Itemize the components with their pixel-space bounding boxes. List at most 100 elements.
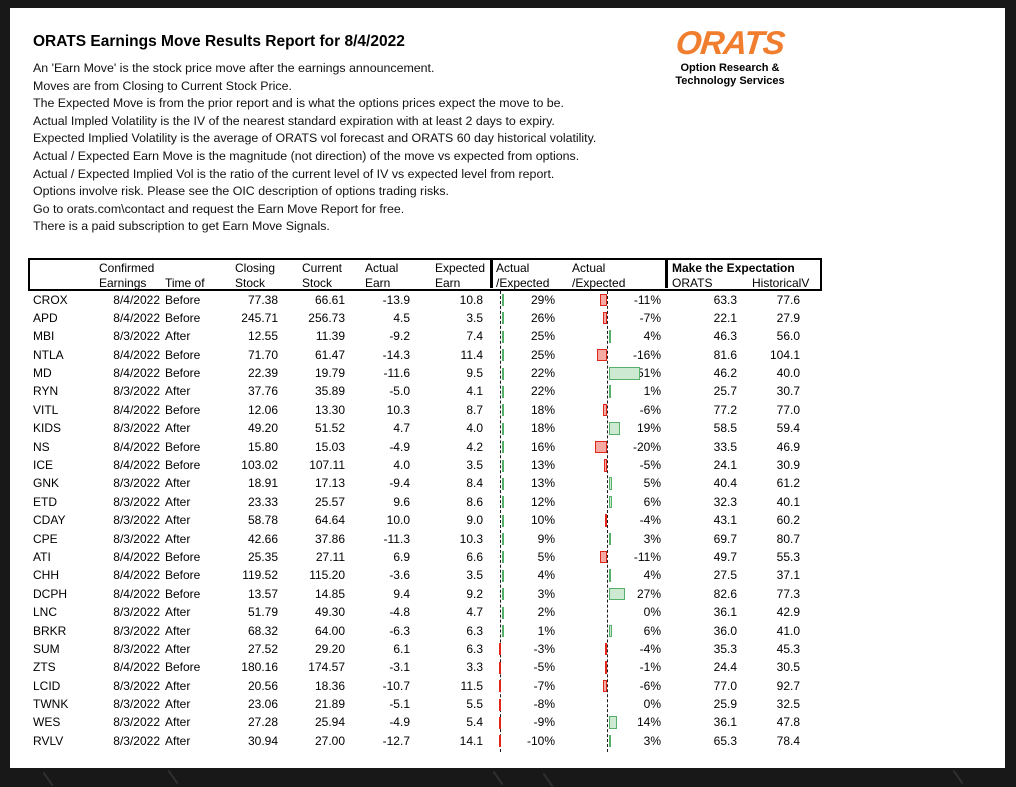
actual-earn-cell: -4.9: [389, 715, 410, 730]
move-sparkline-bar: [501, 606, 504, 619]
orats-cell: 82.6: [713, 586, 737, 601]
orats-logo: ORATS Option Research & Technology Servi…: [665, 24, 795, 88]
table-row: CROX 8/4/2022 Before 77.38 66.61 -13.9 10.8 63.…: [28, 291, 822, 309]
ticker-cell: NS: [33, 439, 50, 454]
expected-earn-cell: 6.3: [466, 623, 483, 638]
time-cell: Before: [165, 568, 201, 583]
expected-earn-cell: 11.5: [460, 678, 483, 693]
move-sparkline-bar: [501, 312, 504, 325]
date-cell: 8/3/2022: [113, 733, 160, 748]
orats-cell: 36.1: [713, 715, 737, 730]
move-vs-expected-cell: 4%: [537, 568, 555, 583]
orats-cell: 32.3: [713, 494, 737, 509]
closing-cell: 68.32: [247, 623, 278, 638]
col-header-current-stock: Stock: [302, 276, 333, 290]
expected-earn-cell: 5.5: [466, 697, 483, 712]
date-cell: 8/4/2022: [113, 458, 160, 473]
description-line: Expected Implied Volatility is the avera…: [33, 131, 597, 146]
historical-cell: 77.0: [776, 402, 800, 417]
col-header-time-of: Time of: [165, 276, 205, 290]
historical-cell: 30.9: [776, 458, 800, 473]
col-header-iv-actual: Actual: [572, 261, 606, 275]
historical-cell: 80.7: [776, 531, 800, 546]
historical-cell: 30.5: [776, 660, 800, 675]
table-row: NTLA 8/4/2022 Before 71.70 61.47 -14.3 11.4 81.…: [28, 346, 822, 364]
iv-sparkline-bar: [608, 734, 612, 748]
ticker-cell: ATI: [33, 549, 51, 564]
time-cell: After: [165, 605, 191, 620]
current-cell: 14.85: [314, 586, 345, 601]
move-sparkline-bar: [498, 716, 501, 729]
orats-cell: 43.1: [713, 513, 737, 528]
date-cell: 8/4/2022: [113, 402, 160, 417]
iv-vs-expected-cell: -11%: [633, 549, 661, 564]
ticker-cell: MBI: [33, 329, 55, 344]
iv-vs-expected-cell: -1%: [639, 660, 661, 675]
move-sparkline-bar: [498, 661, 501, 674]
move-sparkline-bar: [501, 294, 505, 306]
current-cell: 174.57: [308, 660, 345, 675]
current-cell: 25.57: [314, 494, 345, 509]
iv-vs-expected-cell: -20%: [632, 439, 661, 454]
actual-earn-cell: -11.6: [383, 366, 410, 381]
iv-vs-expected-cell: 3%: [643, 531, 661, 546]
ticker-cell: VITL: [33, 402, 59, 417]
move-vs-expected-cell: 1%: [537, 623, 555, 638]
orats-cell: 77.0: [713, 678, 737, 693]
iv-vs-expected-cell: 3%: [643, 733, 661, 748]
closing-cell: 13.57: [247, 586, 278, 601]
historical-cell: 61.2: [776, 476, 800, 491]
orats-logo-subtitle: Option Research & Technology Services: [675, 62, 785, 87]
move-sparkline-bar: [498, 735, 501, 748]
table-row: SUM 8/3/2022 After 27.52 29.20 6.1 6.3 35.3 45.3…: [28, 640, 822, 658]
current-cell: 18.36: [314, 678, 345, 693]
table-body: CROX 8/4/2022 Before 77.38 66.61 -13.9 10.8 63.…: [28, 291, 822, 751]
move-vs-expected-cell: 25%: [530, 347, 555, 362]
current-cell: 61.47: [314, 347, 345, 362]
move-vs-expected-cell: 12%: [530, 494, 555, 509]
orats-cell: 81.6: [713, 347, 737, 362]
ticker-cell: CHH: [33, 568, 59, 583]
expected-earn-cell: 3.5: [466, 310, 483, 325]
actual-earn-cell: -5.0: [389, 384, 410, 399]
table-row: LNC 8/3/2022 After 51.79 49.30 -4.8 4.7 36.1 42.…: [28, 604, 822, 622]
description-line: An 'Earn Move' is the stock price move a…: [33, 61, 435, 75]
iv-vs-expected-cell: -6%: [639, 678, 661, 693]
move-vs-expected-cell: 22%: [530, 366, 555, 381]
closing-cell: 42.66: [247, 531, 278, 546]
col-header-orats: ORATS: [672, 276, 713, 290]
historical-cell: 47.8: [776, 715, 800, 730]
actual-earn-cell: -4.9: [389, 439, 410, 454]
iv-sparkline-bar: [603, 459, 607, 472]
expected-earn-cell: 3.5: [466, 458, 483, 473]
table-row: CHH 8/4/2022 Before 119.52 115.20 -3.6 3.5 27.5…: [28, 567, 822, 585]
move-sparkline-bar: [501, 533, 504, 546]
historical-cell: 37.1: [776, 568, 800, 583]
actual-earn-cell: -9.2: [389, 329, 410, 344]
closing-cell: 23.06: [247, 697, 278, 712]
iv-sparkline-bar: [600, 293, 607, 306]
header-divider-2: [665, 260, 668, 288]
date-cell: 8/3/2022: [113, 715, 160, 730]
orats-cell: 77.2: [713, 402, 737, 417]
date-cell: 8/3/2022: [113, 476, 160, 491]
time-cell: After: [165, 476, 191, 491]
table-row: RVLV 8/3/2022 After 30.94 27.00 -12.7 14.1 65.3…: [28, 732, 822, 750]
date-cell: 8/4/2022: [113, 549, 160, 564]
historical-cell: 45.3: [776, 641, 800, 656]
iv-sparkline-bar: [608, 716, 618, 729]
time-cell: Before: [165, 310, 201, 325]
move-sparkline-bar: [501, 625, 504, 638]
date-cell: 8/4/2022: [113, 310, 160, 325]
time-cell: After: [165, 697, 191, 712]
ticker-cell: TWNK: [33, 697, 69, 712]
orats-cell: 46.2: [713, 366, 737, 381]
ticker-cell: CROX: [33, 292, 68, 307]
expected-earn-cell: 10.8: [459, 292, 483, 307]
historical-cell: 42.9: [776, 605, 800, 620]
ticker-cell: DCPH: [33, 586, 68, 601]
iv-sparkline-bar: [604, 661, 607, 674]
actual-earn-cell: 10.3: [386, 402, 410, 417]
move-sparkline-bar: [501, 496, 504, 509]
orats-cell: 40.4: [713, 476, 737, 491]
